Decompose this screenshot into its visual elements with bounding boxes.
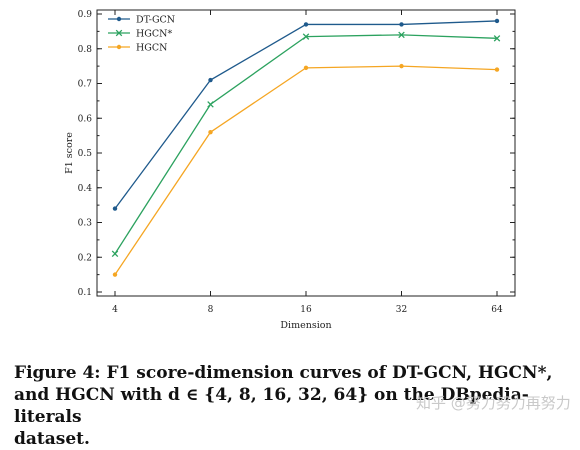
x-tick-label: 64 <box>491 305 503 315</box>
data-point <box>302 33 310 40</box>
y-tick-label: 0.9 <box>78 10 93 20</box>
y-tick-label: 0.1 <box>78 288 92 298</box>
data-point <box>494 67 500 72</box>
data-point <box>303 65 309 71</box>
data-point <box>112 206 118 211</box>
data-point <box>112 272 118 277</box>
data-point <box>303 22 309 27</box>
x-tick-label: 32 <box>396 305 407 315</box>
data-point <box>494 18 500 24</box>
legend-entry: DT-GCN <box>108 15 175 26</box>
f1-score-line-chart: 4 8 16 32 64 0.1 0.2 0.3 0.4 0.5 0.6 0.7 0.8 0.9 DT-G… <box>64 9 516 331</box>
y-tick-label: 0.7 <box>78 80 93 90</box>
caption-line-2: and HGCN with d ∈ {4, 8, 16, 32, 64} on … <box>14 385 529 427</box>
legend-label: HGCN <box>136 43 167 54</box>
figure-caption: Figure 4: F1 score-dimension curves of D… <box>14 362 574 450</box>
data-point <box>111 250 119 258</box>
y-tick-label: 0.6 <box>78 114 93 124</box>
data-point <box>208 77 213 83</box>
y-tick-label: 0.5 <box>78 149 93 159</box>
data-point <box>493 35 501 42</box>
caption-line-3: dataset. <box>14 429 90 449</box>
data-point <box>116 44 122 50</box>
y-tick-label: 0.4 <box>78 184 93 194</box>
x-tick-label: 8 <box>208 305 214 315</box>
series-dt-gcn <box>112 18 500 211</box>
data-point <box>398 31 405 39</box>
series-line <box>114 20 498 209</box>
data-point <box>399 22 404 27</box>
y-tick-label: 0.8 <box>78 45 93 55</box>
data-point <box>115 29 123 37</box>
series-hgcn <box>112 63 500 277</box>
legend-label: HGCN* <box>136 29 172 40</box>
legend-entry: HGCN* <box>108 29 172 40</box>
watermark: 知乎 @努力努力再努力 <box>416 394 571 412</box>
y-axis-label: F1 score <box>64 132 75 174</box>
series-layer <box>111 18 501 277</box>
legend-label: DT-GCN <box>136 15 175 26</box>
series-hgcn- <box>111 31 501 258</box>
x-axis-label: Dimension <box>280 320 331 331</box>
legend: DT-GCN HGCN* HGCN <box>108 15 175 54</box>
y-tick-label: 0.2 <box>78 253 92 263</box>
data-point <box>116 16 122 22</box>
data-point <box>207 101 214 108</box>
series-line <box>114 65 498 275</box>
data-point <box>399 63 404 69</box>
caption-line-1: Figure 4: F1 score-dimension curves of D… <box>14 363 553 383</box>
legend-entry: HGCN <box>108 43 167 54</box>
x-tick-label: 16 <box>300 305 312 315</box>
axes: 4 8 16 32 64 0.1 0.2 0.3 0.4 0.5 0.6 0.7 0.8 0.9 <box>78 10 515 315</box>
y-tick-label: 0.3 <box>78 219 93 229</box>
data-point <box>208 129 213 135</box>
x-tick-label: 4 <box>112 305 118 315</box>
